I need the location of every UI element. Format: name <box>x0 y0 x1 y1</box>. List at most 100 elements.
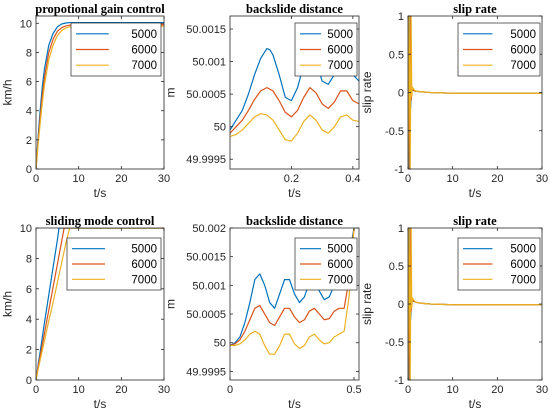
legend-label-5000: 5000 <box>327 29 353 41</box>
y-tick-label: -0.5 <box>385 126 404 138</box>
chart-panel-5: 0 0.5 49.9995 50 50.0005 50.001 50.0015 50.002 b… <box>164 214 362 411</box>
x-tick-label: 20 <box>491 173 503 185</box>
y-tick-label: 6 <box>26 284 32 296</box>
x-tick-label: 0.2 <box>284 173 299 185</box>
x-axis-label: t/s <box>94 397 107 411</box>
y-axis-label: km/h <box>1 291 15 317</box>
legend-label-7000: 7000 <box>131 60 157 72</box>
x-tick-label: 10 <box>447 173 459 185</box>
legend-label-6000: 6000 <box>327 259 353 271</box>
legend-label-6000: 6000 <box>131 45 157 57</box>
y-tick-label: 8 <box>26 253 32 265</box>
legend-label-6000: 6000 <box>510 45 536 57</box>
legend-label-7000: 7000 <box>327 274 353 286</box>
y-tick-label: -0.5 <box>385 337 404 349</box>
legend-label-5000: 5000 <box>327 244 353 256</box>
series-line-6000 <box>230 228 355 347</box>
y-tick-label: 4 <box>26 314 32 326</box>
legend: 5000 6000 7000 <box>66 237 162 291</box>
legend-label-7000: 7000 <box>510 60 536 72</box>
x-axis-label: t/s <box>288 397 301 411</box>
x-axis-label: t/s <box>469 397 482 411</box>
y-tick-label: 6 <box>26 77 32 89</box>
chart-title: backslide distance <box>246 214 343 228</box>
y-axis-label: m <box>164 299 178 309</box>
x-tick-label: 20 <box>115 384 127 396</box>
x-tick-label: 0 <box>227 384 233 396</box>
y-tick-label: 50.001 <box>192 57 226 69</box>
x-axis-label: t/s <box>94 186 107 200</box>
legend: 5000 6000 7000 <box>294 237 358 291</box>
y-tick-label: 0 <box>398 88 404 100</box>
y-axis-label: m <box>164 88 178 98</box>
chart-title: slip rate <box>453 214 497 228</box>
y-tick-label: 8 <box>26 47 32 59</box>
y-tick-label: 4 <box>26 106 32 118</box>
x-tick-label: 0 <box>33 173 39 185</box>
series-line-7000 <box>230 228 355 355</box>
x-tick-label: 0.5 <box>346 384 361 396</box>
y-tick-label: 1 <box>398 11 404 23</box>
chart-title: sliding mode control <box>46 214 155 228</box>
legend-label-5000: 5000 <box>510 244 536 256</box>
legend-label-6000: 6000 <box>131 259 157 271</box>
axes-box <box>35 227 165 381</box>
y-axis-label: km/h <box>1 79 15 105</box>
chart-title: propotional gain control <box>35 2 165 16</box>
x-tick-label: 10 <box>73 384 85 396</box>
y-tick-label: 50.0005 <box>186 89 226 101</box>
y-tick-label: 1 <box>398 223 404 235</box>
x-tick-label: 0 <box>405 173 411 185</box>
x-tick-label: 10 <box>73 173 85 185</box>
chart-panel-2: 0.2 0.4 49.9995 50 50.0005 50.001 50.0015 backs… <box>164 2 361 200</box>
x-tick-label: 10 <box>447 384 459 396</box>
series-line-5000 <box>36 228 164 380</box>
legend-label-6000: 6000 <box>327 45 353 57</box>
x-axis-label: t/s <box>469 186 482 200</box>
y-tick-label: 10 <box>20 18 32 30</box>
legend: 5000 6000 7000 <box>294 22 358 77</box>
y-tick-label: 0 <box>26 164 32 176</box>
y-tick-label: 50.0015 <box>186 252 226 264</box>
y-tick-label: 50.0005 <box>186 309 226 321</box>
y-tick-label: 0.5 <box>389 49 404 61</box>
x-tick-label: 20 <box>491 384 503 396</box>
y-tick-label: 50.001 <box>192 280 226 292</box>
y-axis-label: slip rate <box>360 71 374 113</box>
x-tick-label: 20 <box>115 173 127 185</box>
legend: 5000 6000 7000 <box>457 237 541 291</box>
chart-panel-3: 0 10 20 30 -1 -0.5 0 0.5 1 slip rate t/s slip rate 5… <box>360 2 548 200</box>
axes-box <box>35 15 165 170</box>
y-tick-label: 50.002 <box>192 223 226 235</box>
legend-label-5000: 5000 <box>510 29 536 41</box>
legend: 5000 6000 7000 <box>70 22 162 77</box>
x-tick-label: 30 <box>158 384 170 396</box>
legend: 5000 6000 7000 <box>457 22 541 77</box>
x-tick-label: 30 <box>536 384 548 396</box>
chart-panel-6: 0 10 20 30 -1 -0.5 0 0.5 1 slip rate t/s slip rate 5… <box>360 214 548 411</box>
legend-label-5000: 5000 <box>131 244 157 256</box>
y-tick-label: 49.9995 <box>186 366 226 378</box>
y-tick-label: 0 <box>398 299 404 311</box>
y-tick-label: 49.9995 <box>186 154 226 166</box>
y-tick-label: 50.0015 <box>186 24 226 36</box>
series-line-7000 <box>36 228 164 380</box>
y-tick-label: -1 <box>394 375 404 387</box>
y-tick-label: 0.5 <box>389 261 404 273</box>
legend-label-7000: 7000 <box>510 274 536 286</box>
y-axis-label: slip rate <box>360 283 374 325</box>
series-line-6000 <box>36 228 164 380</box>
axes-box <box>229 15 360 170</box>
x-axis-label: t/s <box>288 186 301 200</box>
series-line-5000 <box>36 21 164 169</box>
x-tick-label: 0 <box>33 384 39 396</box>
x-tick-label: 0 <box>405 384 411 396</box>
legend-label-6000: 6000 <box>510 259 536 271</box>
chart-title: slip rate <box>453 2 497 16</box>
y-tick-label: -1 <box>394 164 404 176</box>
x-tick-label: 30 <box>536 173 548 185</box>
y-tick-label: 50 <box>214 338 226 350</box>
x-tick-label: 0.4 <box>345 173 360 185</box>
